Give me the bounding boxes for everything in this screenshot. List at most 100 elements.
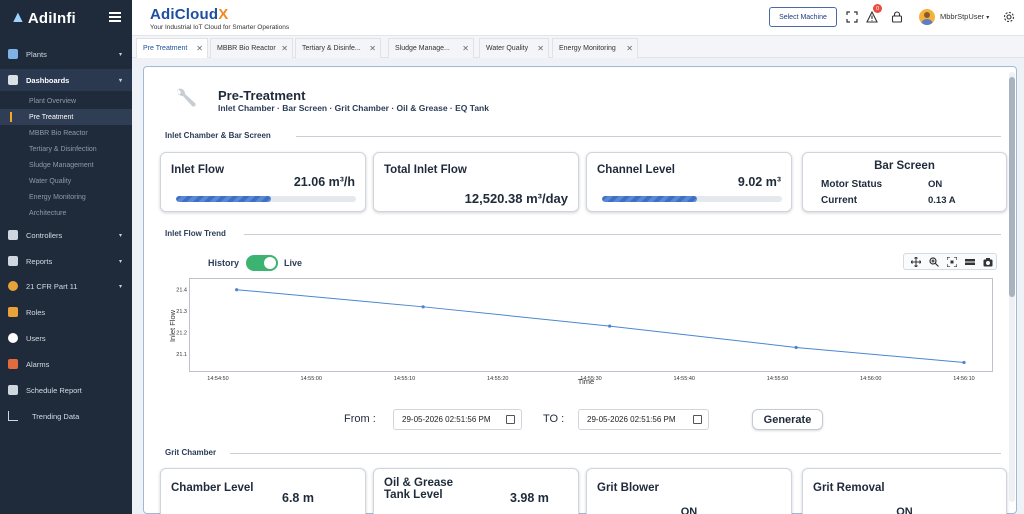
sidebar-item-cfr[interactable]: 21 CFR Part 11 ▾ [0,275,132,297]
tab-energy-monitoring[interactable]: Energy Monitoring ✕ [552,38,638,58]
chart-x-axis-label: Time [578,377,594,386]
channel-level-value: 9.02 m³ [737,175,781,189]
alert-count-badge: 0 [873,4,882,13]
sidebar-item-roles[interactable]: Roles [0,301,132,323]
sidebar-item-alarms[interactable]: Alarms [0,353,132,375]
from-label: From : [344,413,376,425]
section-divider [230,453,1001,454]
generate-button[interactable]: Generate [752,409,823,430]
sidebar-logo: ▲ AdiInfi [0,0,132,36]
zoom-icon[interactable] [929,257,939,267]
avatar[interactable] [919,9,935,25]
inlet-flow-progress [176,196,356,202]
close-icon[interactable]: ✕ [196,44,203,53]
sidebar-subitem-energy[interactable]: Energy Monitoring [29,193,86,201]
user-avatar-icon [921,12,933,25]
tab-pre-treatment[interactable]: Pre Treatment ✕ [136,38,208,58]
scrollbar[interactable] [1009,72,1015,502]
oil-grease-label-line2: Tank Level [384,489,443,501]
sidebar-subitem-tertiary[interactable]: Tertiary & Disinfection [29,145,97,153]
tab-label: Pre Treatment [143,45,188,52]
notification-icon[interactable] [891,11,903,23]
chart-data-point[interactable] [608,324,612,328]
chart-y-tick-label: 21.1 [176,352,187,358]
section-title-inlet: Inlet Chamber & Bar Screen [165,131,271,140]
chart-x-tick-label: 14:56:00 [860,376,881,382]
chevron-down-icon: ▾ [118,51,122,58]
history-live-toggle[interactable] [246,255,278,271]
inlet-flow-trend-chart: 21.1 21.2 21.3 21.4 14:54:50 14:55:00 14:55:1… [168,288,975,386]
sidebar-item-label: Users [26,333,46,343]
close-icon[interactable]: ✕ [537,44,544,53]
autoscale-icon[interactable] [947,257,957,267]
tab-tertiary[interactable]: Tertiary & Disinfe... ✕ [295,38,381,58]
sidebar-item-label: Schedule Report [26,385,82,395]
logo-icon: ▲ [10,9,26,26]
from-datetime-value: 29-05-2026 02:51:56 PM [402,415,491,424]
chart-data-point[interactable] [794,345,798,350]
calendar-icon[interactable] [693,415,702,424]
chevron-down-icon: ▾ [986,15,990,21]
roles-icon [8,307,18,317]
chart-plot-area[interactable] [189,278,993,372]
sidebar-subitem-water-quality[interactable]: Water Quality [29,177,72,185]
sidebar-item-trending-data[interactable]: Trending Data [0,405,132,427]
grit-removal-card: Grit Removal ON [802,468,1007,514]
users-icon [8,333,18,343]
channel-level-progress [602,196,782,202]
total-inlet-flow-card: Total Inlet Flow 12,520.38 m³/day [373,152,579,212]
sidebar-subitem-sludge[interactable]: Sludge Management [29,161,94,169]
user-menu[interactable]: MbbrStpUser ▾ [940,12,989,21]
close-icon[interactable]: ✕ [281,44,288,53]
hamburger-menu-icon[interactable] [109,12,121,24]
chart-data-point[interactable] [421,305,425,309]
sidebar-item-users[interactable]: Users [0,327,132,349]
sidebar-subitem-mbbr[interactable]: MBBR Bio Reactor [29,129,88,137]
total-inlet-flow-label: Total Inlet Flow [384,164,467,176]
pan-icon[interactable] [911,257,921,267]
scroll-thumb[interactable] [1009,77,1015,297]
from-datetime-input[interactable]: 29-05-2026 02:51:56 PM [393,409,522,430]
sidebar-item-reports[interactable]: Reports ▾ [0,250,132,272]
chart-y-ticks: 21.1 21.2 21.3 21.4 [176,288,187,358]
sidebar-item-controllers[interactable]: Controllers ▾ [0,224,132,246]
inlet-flow-label: Inlet Flow [171,164,225,176]
reset-axes-icon[interactable] [965,257,975,267]
tab-water-quality[interactable]: Water Quality ✕ [479,38,549,58]
select-machine-button[interactable]: Select Machine [769,7,837,27]
alert-icon[interactable] [866,11,878,23]
chevron-down-icon: ▾ [118,77,122,84]
sidebar-item-label: Reports [26,256,53,266]
inlet-flow-progress-fill [176,196,272,202]
sidebar-item-schedule-report[interactable]: Schedule Report [0,379,132,401]
bar-screen-card: Bar Screen Motor Status ON Current 0.13 … [802,152,1007,212]
close-icon[interactable]: ✕ [369,44,376,53]
sidebar-subitem-pre-treatment[interactable]: Pre Treatment [0,109,132,125]
to-datetime-input[interactable]: 29-05-2026 02:51:56 PM [578,409,709,430]
tab-label: MBBR Bio Reactor [217,45,276,52]
chart-data-point[interactable] [235,288,239,292]
close-icon[interactable]: ✕ [462,44,469,53]
camera-icon[interactable] [983,257,993,267]
sidebar-item-dashboards[interactable]: Dashboards ▾ [0,69,132,91]
chart-x-tick-label: 14:55:40 [674,376,695,382]
section-title-grit: Grit Chamber [165,448,217,457]
sidebar-subitem-plant-overview[interactable]: Plant Overview [29,97,77,105]
chamber-level-value: 6.8 m [282,491,314,505]
fullscreen-icon[interactable] [846,11,858,23]
close-icon[interactable]: ✕ [626,44,633,53]
chart-points [235,288,966,365]
oil-grease-card: Oil & Grease Tank Level 3.98 m [373,468,579,514]
cfr-icon [8,281,18,291]
chart-data-point[interactable] [962,360,966,365]
chart-y-axis-label: Inlet Flow [168,309,177,342]
sidebar-subitem-architecture[interactable]: Architecture [29,209,67,217]
tab-sludge[interactable]: Sludge Manage... ✕ [388,38,474,58]
calendar-icon[interactable] [506,415,515,424]
oil-grease-value: 3.98 m [510,491,549,505]
grit-blower-label: Grit Blower [597,482,659,494]
settings-gear-icon[interactable] [1003,11,1015,23]
brand-name-text: AdiCloud [150,6,219,23]
tab-mbbr-bio-reactor[interactable]: MBBR Bio Reactor ✕ [210,38,293,58]
sidebar-item-plants[interactable]: Plants ▾ [0,43,132,65]
